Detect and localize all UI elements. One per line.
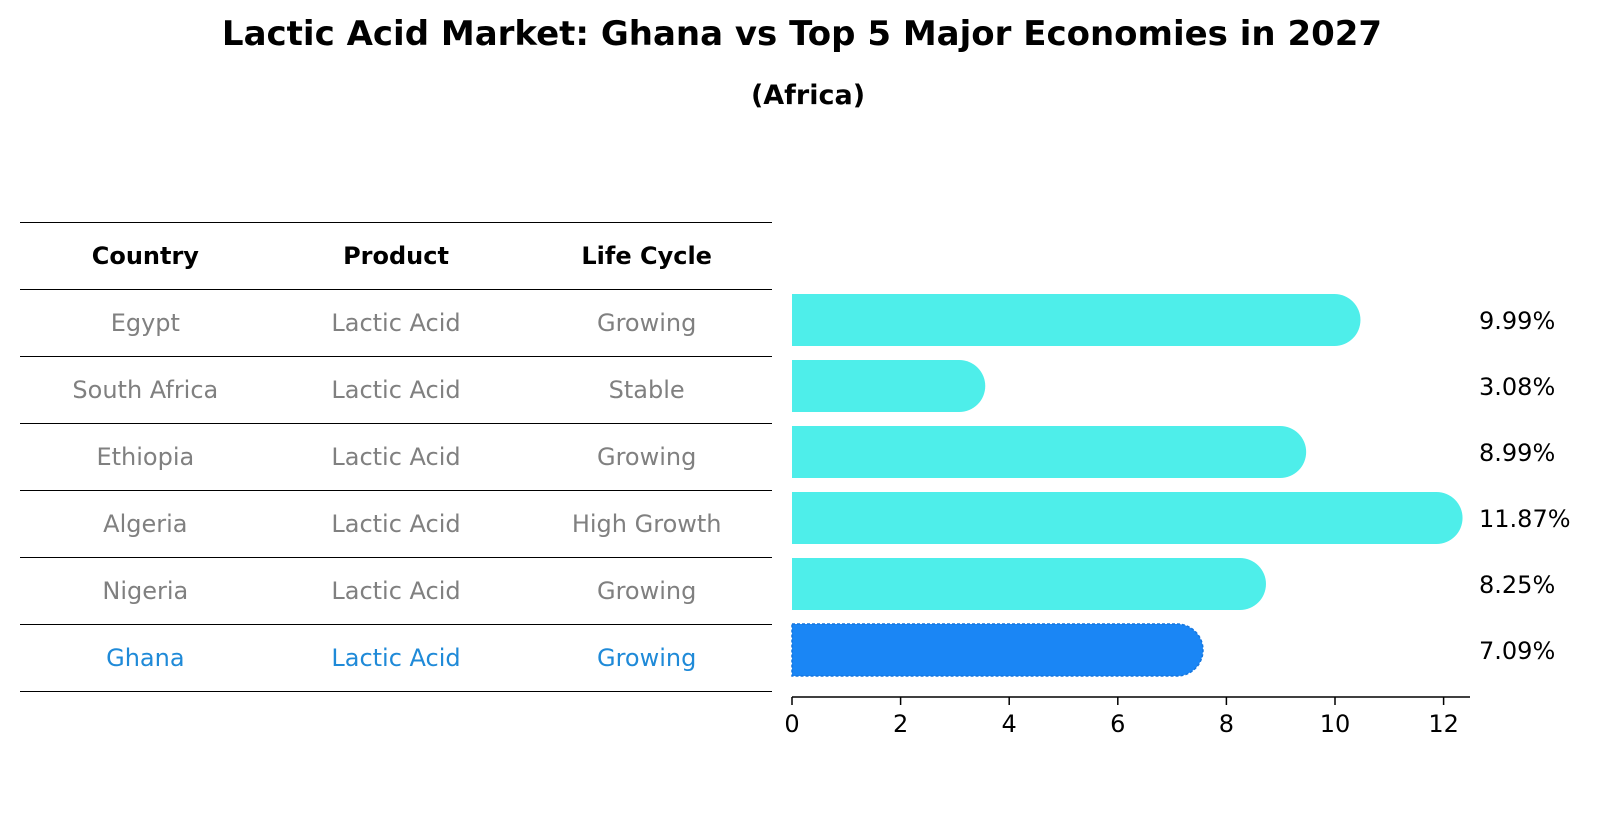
- cell-life-cycle: Growing: [596, 443, 697, 471]
- cell-product: Lactic Acid: [331, 644, 461, 672]
- bar-value-label: 8.25%: [1479, 571, 1555, 599]
- bar: [792, 360, 986, 412]
- header-life-cycle: Life Cycle: [581, 242, 712, 270]
- table-row-highlighted: Ghana Lactic Acid Growing: [20, 624, 772, 692]
- cell-product: Lactic Acid: [331, 577, 461, 605]
- x-tick-label: 0: [784, 710, 799, 738]
- cell-life-cycle: Growing: [596, 309, 697, 337]
- cell-life-cycle: High Growth: [571, 510, 722, 538]
- cell-country: Ethiopia: [96, 443, 195, 471]
- cell-product: Lactic Acid: [331, 376, 461, 404]
- cell-country: Ghana: [106, 644, 185, 672]
- table-row: South Africa Lactic Acid Stable: [20, 356, 772, 423]
- x-tick-label: 10: [1320, 710, 1351, 738]
- table-row: Nigeria Lactic Acid Growing: [20, 557, 772, 624]
- bar-value-label: 7.09%: [1479, 637, 1555, 665]
- bar: [792, 294, 1361, 346]
- chart-subtitle: (Africa): [750, 80, 866, 111]
- cell-product: Lactic Acid: [331, 443, 461, 471]
- table-row: Algeria Lactic Acid High Growth: [20, 490, 772, 557]
- bar-highlighted: [791, 623, 1204, 677]
- bar: [792, 558, 1266, 610]
- x-tick-label: 6: [1110, 710, 1125, 738]
- header-product: Product: [343, 242, 449, 270]
- data-table: Country Product Life Cycle Egypt Lactic …: [20, 222, 772, 692]
- cell-country: South Africa: [72, 376, 219, 404]
- cell-country: Egypt: [110, 309, 180, 337]
- x-tick-label: 12: [1428, 710, 1459, 738]
- table-row: Ethiopia Lactic Acid Growing: [20, 423, 772, 490]
- table-row: Egypt Lactic Acid Growing: [20, 289, 772, 356]
- cell-life-cycle: Stable: [608, 376, 685, 404]
- bar: [792, 492, 1463, 544]
- cell-life-cycle: Growing: [596, 577, 697, 605]
- bar-value-label: 8.99%: [1479, 439, 1555, 467]
- x-tick-label: 8: [1219, 710, 1234, 738]
- cell-country: Nigeria: [102, 577, 189, 605]
- cell-product: Lactic Acid: [331, 510, 461, 538]
- bar-value-label: 9.99%: [1479, 307, 1555, 335]
- bar-value-label: 11.87%: [1479, 505, 1571, 533]
- table-header-row: Country Product Life Cycle: [20, 222, 772, 289]
- cell-country: Algeria: [103, 510, 188, 538]
- bar-value-label: 3.08%: [1479, 373, 1555, 401]
- bar: [792, 426, 1307, 478]
- chart-title: Lactic Acid Market: Ghana vs Top 5 Major…: [221, 14, 1383, 54]
- cell-life-cycle: Growing: [596, 644, 697, 672]
- header-country: Country: [91, 242, 199, 270]
- x-tick-label: 2: [893, 710, 908, 738]
- cell-product: Lactic Acid: [331, 309, 461, 337]
- x-tick-label: 4: [1002, 710, 1017, 738]
